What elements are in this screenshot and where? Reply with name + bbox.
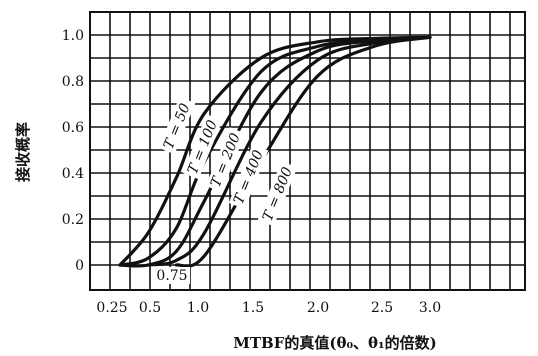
series-label-background <box>205 127 246 193</box>
plot-frame <box>89 11 526 291</box>
series-label-background <box>158 96 196 155</box>
x-tick-label: 2.5 <box>371 300 393 316</box>
x-axis-title: MTBF的真值(θ₀、θ₁的倍数) <box>233 334 436 352</box>
oc-curve-1 <box>118 35 432 267</box>
series-label-background <box>228 144 269 210</box>
x-tick-label: 3.0 <box>419 300 441 316</box>
x-tick-label: 0.5 <box>139 300 161 316</box>
oc-curve-3 <box>118 35 432 268</box>
y-tick-label: 0.8 <box>62 74 84 90</box>
series-label-background <box>257 161 298 227</box>
x-tick-label: 0.75 <box>156 268 187 284</box>
series-label-group: T = 800 <box>257 161 298 227</box>
x-tick-label: 0.25 <box>96 300 127 316</box>
y-tick-label: 0.6 <box>62 120 84 136</box>
x-tick-label: 2.0 <box>307 300 329 316</box>
y-tick-label: 0 <box>75 258 84 274</box>
x-tick-label-background <box>154 267 190 284</box>
chart-tick-labels: 1.00.80.60.40.200.25 0.50.751.0 1.5 2.0 2.5 3… <box>62 28 441 316</box>
series-label: T = 400 <box>231 148 267 207</box>
x-tick-label: 1.0 <box>187 300 209 316</box>
y-axis-title: 接收概率 <box>14 122 32 182</box>
y-tick-label: 1.0 <box>62 28 84 44</box>
chart-grid <box>89 11 526 291</box>
oc-curve-4 <box>146 35 432 267</box>
oc-curve-2 <box>118 35 432 267</box>
oc-curve-5 <box>174 35 432 268</box>
series-label-background <box>182 114 223 180</box>
y-tick-label: 0.2 <box>62 212 84 228</box>
y-tick-label: 0.4 <box>62 166 84 182</box>
y-axis-title-group: 接收概率 <box>14 122 32 182</box>
chart-curves <box>118 35 432 268</box>
x-tick-label: 1.5 <box>242 300 264 316</box>
